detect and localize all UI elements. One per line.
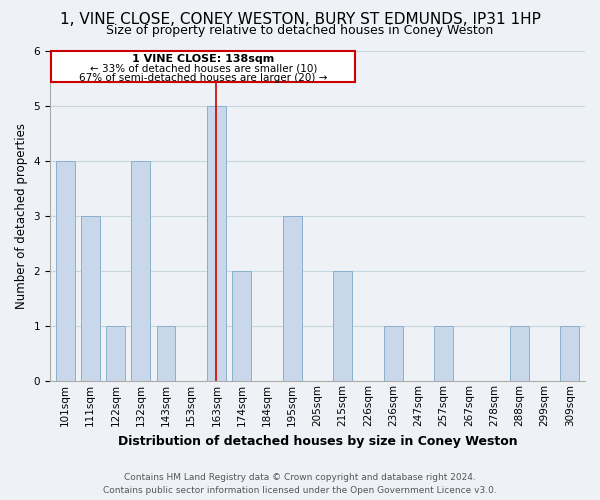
Bar [157,326,175,382]
Text: 67% of semi-detached houses are larger (20) →: 67% of semi-detached houses are larger (… [79,73,328,83]
Bar [283,216,302,382]
FancyBboxPatch shape [51,52,355,82]
Bar [106,326,125,382]
Text: ← 33% of detached houses are smaller (10): ← 33% of detached houses are smaller (10… [89,64,317,74]
Text: Contains HM Land Registry data © Crown copyright and database right 2024.
Contai: Contains HM Land Registry data © Crown c… [103,474,497,495]
Bar [131,162,150,382]
Bar [56,162,74,382]
Bar [81,216,100,382]
Bar [333,272,352,382]
Y-axis label: Number of detached properties: Number of detached properties [15,124,28,310]
Bar [560,326,580,382]
Bar [434,326,453,382]
Text: Size of property relative to detached houses in Coney Weston: Size of property relative to detached ho… [106,24,494,37]
Bar [207,106,226,382]
Text: 1, VINE CLOSE, CONEY WESTON, BURY ST EDMUNDS, IP31 1HP: 1, VINE CLOSE, CONEY WESTON, BURY ST EDM… [59,12,541,28]
X-axis label: Distribution of detached houses by size in Coney Weston: Distribution of detached houses by size … [118,434,517,448]
Bar [510,326,529,382]
Bar [232,272,251,382]
Text: 1 VINE CLOSE: 138sqm: 1 VINE CLOSE: 138sqm [132,54,274,64]
Bar [384,326,403,382]
